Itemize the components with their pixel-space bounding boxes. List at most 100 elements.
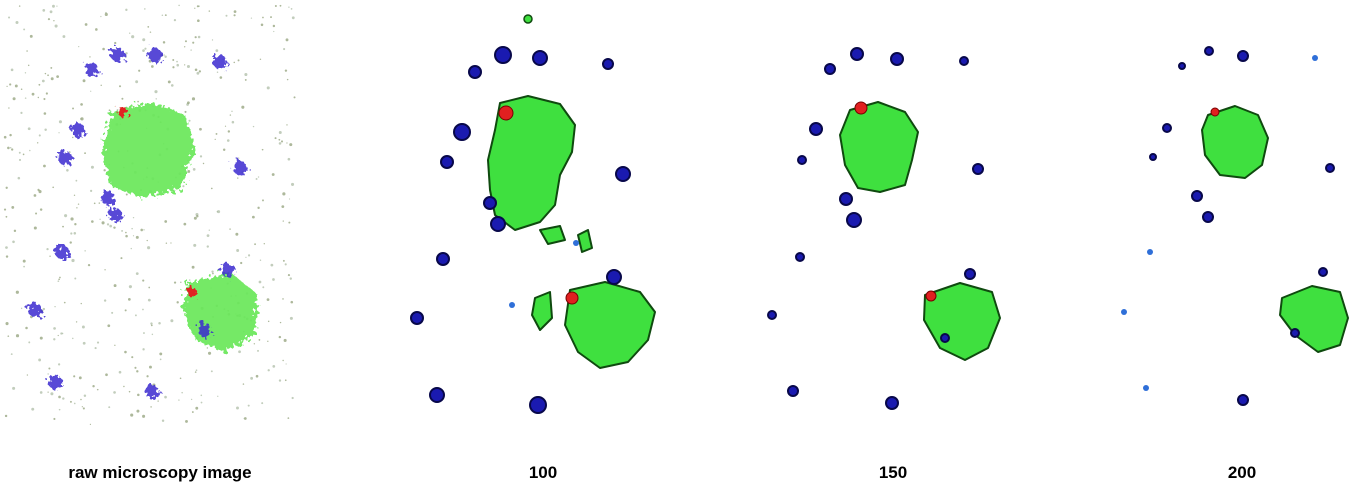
speck [282,259,285,262]
speck [240,261,243,265]
speck [93,202,96,205]
speck [130,247,132,250]
speck [194,7,196,9]
blue-spot [436,252,450,266]
speck [227,130,231,133]
speck [5,322,9,326]
speck [14,84,18,88]
speck [267,340,269,342]
speck [257,176,260,178]
raw-red-spot [118,107,128,117]
speck [104,12,108,17]
speck [29,149,31,152]
speck [92,385,95,388]
speck [38,83,41,86]
speck [17,176,21,180]
speck [211,39,214,41]
speck [45,92,48,95]
speck [125,231,127,234]
speck [72,107,75,110]
blue-spot [606,269,622,285]
speck [278,379,282,382]
speck [208,10,211,12]
speck [18,151,21,154]
speck [73,194,76,196]
blue-spot [824,63,836,75]
speck [135,80,139,84]
blue-spot [1290,328,1300,338]
speck [283,338,287,342]
speck [291,16,295,20]
speck [137,100,139,103]
speck [282,359,284,362]
speck [241,105,245,109]
speck [43,112,47,115]
speck [18,5,21,7]
speck [10,353,13,356]
speck [53,417,56,421]
speck [180,281,182,284]
speck [272,365,276,368]
speck [190,49,192,51]
raw-blue-spot [221,263,235,277]
speck [125,52,128,55]
speck [33,226,37,230]
blue-spot [959,56,969,66]
segmentation-200 [1201,105,1349,353]
segment-fragment [577,229,593,253]
speck [287,157,291,161]
speck [31,407,35,411]
speck [7,335,10,337]
speck [170,242,172,244]
speck [3,208,7,211]
speck [80,302,82,305]
speck [236,406,239,410]
speck [114,344,116,346]
speck [150,324,153,327]
segmented-cell [564,281,656,369]
speck [87,264,91,267]
speck [142,348,145,351]
speck [98,202,101,204]
speck [99,218,101,221]
speck [119,85,122,88]
speck [212,272,214,275]
speck [233,10,237,14]
speck [134,314,137,317]
speck [54,305,56,308]
speck [103,299,107,302]
speck [199,155,203,158]
speck [178,4,180,7]
blue-spot [795,252,805,262]
speck [76,207,78,209]
speck [244,78,247,81]
speck [196,215,199,218]
speck [258,280,262,284]
raw-blue-spot [71,123,85,137]
blue-spot [885,396,899,410]
blue-spot [1318,267,1328,277]
speck [136,370,139,373]
speck [284,69,288,72]
speck [84,250,86,252]
light-blue-spot [509,302,515,308]
blue-spot [809,122,823,136]
speck [261,402,264,405]
speck [70,217,74,221]
speck [31,92,35,96]
red-spot [854,101,868,115]
speck [74,223,77,226]
speck [56,5,58,7]
blue-spot [494,46,512,64]
speck [124,309,127,312]
speck [78,45,80,48]
blue-spot [1325,163,1335,173]
speck [176,60,178,63]
speck [53,20,55,22]
segmentation-100 [487,95,656,369]
speck [173,281,177,284]
blue-spot [440,155,454,169]
blue-spot [767,310,777,320]
speck [100,15,102,18]
speck [124,350,127,354]
